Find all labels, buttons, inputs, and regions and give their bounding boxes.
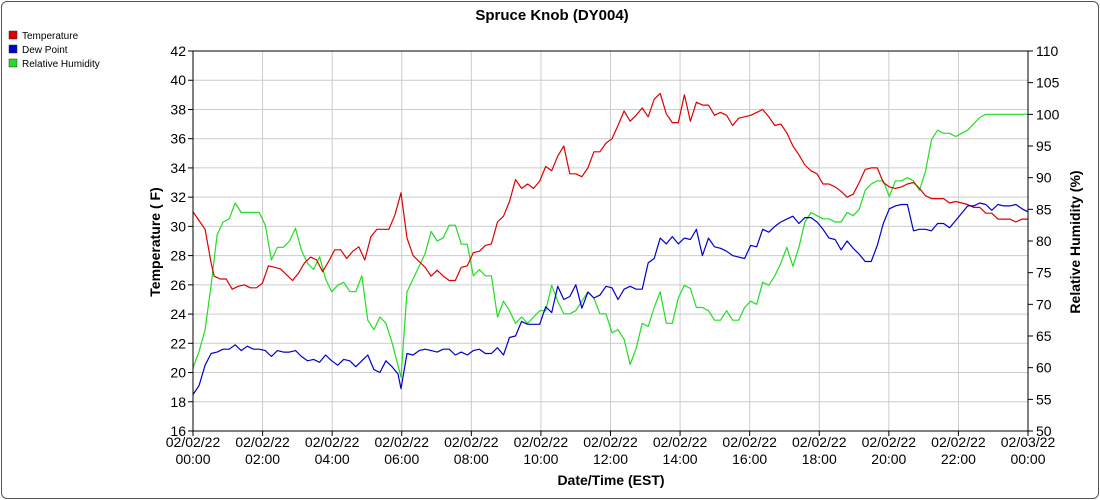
- y-tick-label: 16: [170, 423, 186, 439]
- x-tick-date: 02/02/22: [305, 434, 360, 450]
- y-tick-label: 42: [170, 43, 186, 59]
- legend-label: Dew Point: [22, 45, 68, 56]
- y2-tick-label: 95: [1036, 138, 1052, 154]
- legend-swatch: [8, 44, 18, 54]
- series-line-temperature: [192, 92, 1028, 290]
- x-tick-date: 02/02/22: [653, 434, 708, 450]
- x-tick-date: 02/02/22: [444, 434, 499, 450]
- x-axis-label: Date/Time (EST): [557, 472, 664, 488]
- legend-label: Relative Humidity: [22, 59, 100, 70]
- x-tick-time: 08:00: [454, 451, 489, 467]
- x-tick-time: 00:00: [1010, 451, 1045, 467]
- y2-tick-label: 100: [1036, 106, 1060, 122]
- x-tick-time: 20:00: [871, 451, 906, 467]
- y-tick-label: 38: [170, 101, 186, 117]
- x-tick-date: 02/02/22: [375, 434, 430, 450]
- legend-swatch: [8, 58, 18, 68]
- y2-tick-label: 75: [1036, 265, 1052, 281]
- x-tick-time: 18:00: [802, 451, 837, 467]
- y-tick-label: 28: [170, 248, 186, 264]
- y2-tick-label: 50: [1036, 423, 1052, 439]
- y-tick-label: 30: [170, 218, 186, 234]
- x-tick-time: 16:00: [732, 451, 767, 467]
- y-axis-right: 50 55 60 65 70 75 80 85 90 95 100 105 110: [1028, 43, 1060, 439]
- y2-tick-label: 60: [1036, 360, 1052, 376]
- y-tick-label: 34: [170, 160, 186, 176]
- y2-tick-label: 80: [1036, 233, 1052, 249]
- y2-tick-label: 90: [1036, 170, 1052, 186]
- x-tick-date: 02/02/22: [583, 434, 638, 450]
- x-tick-time: 12:00: [593, 451, 628, 467]
- x-tick-time: 10:00: [523, 451, 558, 467]
- x-tick-date: 02/02/22: [235, 434, 290, 450]
- legend-label: Temperature: [22, 31, 79, 42]
- y-axis-label: Temperature ( F): [147, 187, 163, 296]
- series-line-relative-humidity: [192, 113, 1028, 378]
- x-tick-date: 02/03/22: [1001, 434, 1056, 450]
- y-axis-left: 16 18 20 22 24 26 28 30 32 34 36 38 40 42: [170, 43, 193, 439]
- y-tick-label: 24: [170, 306, 186, 322]
- y2-tick-label: 85: [1036, 201, 1052, 217]
- x-tick-time: 06:00: [384, 451, 419, 467]
- x-tick-date: 02/02/22: [862, 434, 917, 450]
- y-tick-label: 32: [170, 189, 186, 205]
- x-tick-date: 02/02/22: [166, 434, 221, 450]
- y-tick-label: 36: [170, 131, 186, 147]
- y2-axis-label: Relative Humidity (%): [1067, 170, 1083, 313]
- x-tick-date: 02/02/22: [792, 434, 847, 450]
- y2-tick-label: 55: [1036, 391, 1052, 407]
- x-tick-date: 02/02/22: [722, 434, 777, 450]
- y2-tick-label: 110: [1036, 43, 1059, 59]
- y-tick-label: 20: [170, 365, 186, 381]
- x-axis: 02/02/2200:0002/02/2202:0002/02/2204:000…: [166, 431, 1056, 467]
- x-tick-date: 02/02/22: [514, 434, 569, 450]
- series-layer: [192, 92, 1029, 395]
- y2-tick-label: 65: [1036, 328, 1052, 344]
- x-tick-time: 04:00: [315, 451, 350, 467]
- x-tick-time: 22:00: [941, 451, 976, 467]
- y-tick-label: 40: [170, 72, 186, 88]
- legend-swatch: [8, 30, 18, 40]
- x-tick-time: 02:00: [245, 451, 280, 467]
- x-tick-time: 00:00: [175, 451, 210, 467]
- series-line-dew-point: [192, 202, 1029, 395]
- y-tick-label: 18: [170, 394, 186, 410]
- y-tick-label: 26: [170, 277, 186, 293]
- legend: Temperature Dew Point Relative Humidity: [8, 30, 100, 70]
- y2-tick-label: 105: [1036, 75, 1060, 91]
- x-tick-time: 14:00: [663, 451, 698, 467]
- chart-title: Spruce Knob (DY004): [475, 7, 628, 24]
- y-tick-label: 22: [170, 335, 186, 351]
- x-tick-date: 02/02/22: [931, 434, 986, 450]
- y2-tick-label: 70: [1036, 296, 1052, 312]
